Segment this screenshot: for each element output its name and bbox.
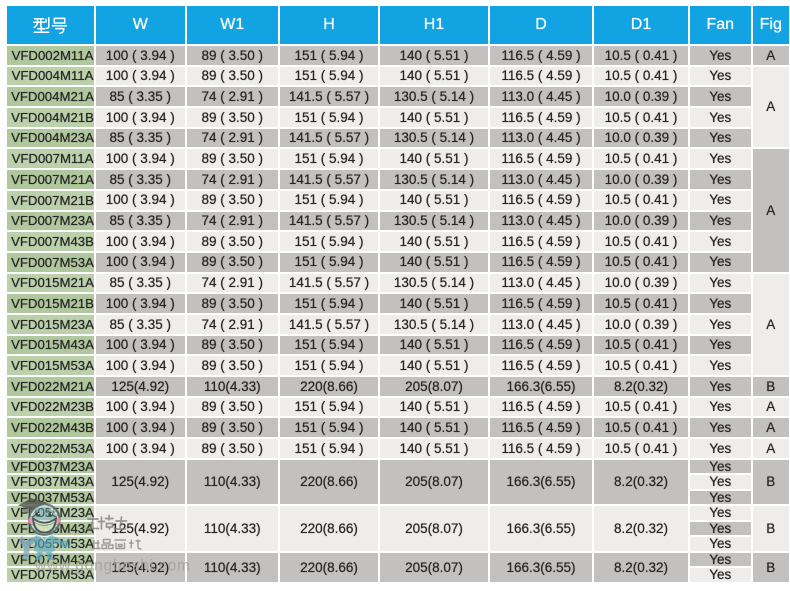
svg-text:www.gongboshi.com: www.gongboshi.com (34, 558, 191, 575)
